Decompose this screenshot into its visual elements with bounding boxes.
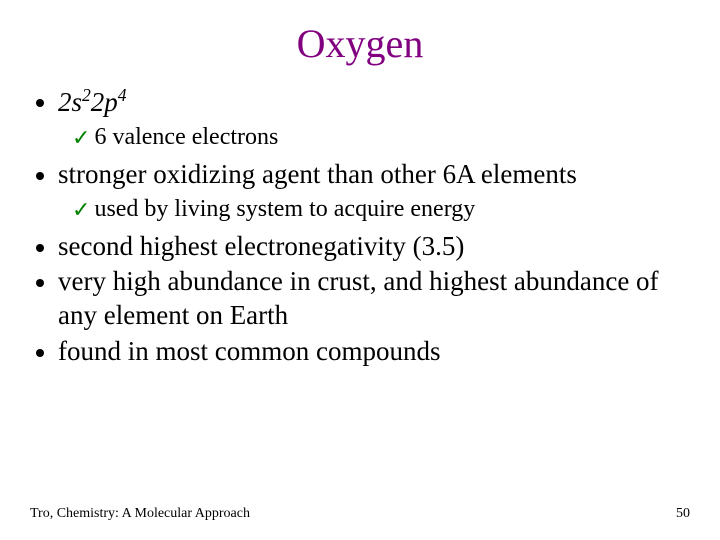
sub-list-item: ✓ 6 valence electrons — [72, 122, 690, 152]
sub-text: used by living system to acquire energy — [94, 194, 475, 224]
sub-list-item: ✓ used by living system to acquire energ… — [72, 194, 690, 224]
list-item: 2s22p4 — [30, 85, 690, 120]
list-item: stronger oxidizing agent than other 6A e… — [30, 158, 690, 192]
footer-source: Tro, Chemistry: A Molecular Approach — [30, 506, 250, 522]
check-icon: ✓ — [72, 125, 90, 151]
bullet-icon — [36, 244, 44, 252]
bullet-icon — [36, 99, 44, 107]
list-item: very high abundance in crust, and highes… — [30, 265, 690, 333]
check-icon: ✓ — [72, 197, 90, 223]
bullet-text: very high abundance in crust, and highes… — [58, 265, 690, 333]
slide: Oxygen 2s22p4 ✓ 6 valence electrons stro… — [0, 0, 720, 540]
bullet-text: found in most common compounds — [58, 335, 690, 369]
sub-text: 6 valence electrons — [94, 122, 278, 152]
bullet-icon — [36, 349, 44, 357]
bullet-text: second highest electronegativity (3.5) — [58, 230, 690, 264]
bullet-text: 2s22p4 — [58, 85, 690, 120]
list-item: found in most common compounds — [30, 335, 690, 369]
page-number: 50 — [676, 506, 690, 522]
bullet-icon — [36, 172, 44, 180]
bullet-text: stronger oxidizing agent than other 6A e… — [58, 158, 690, 192]
content-area: 2s22p4 ✓ 6 valence electrons stronger ox… — [30, 85, 690, 369]
footer: Tro, Chemistry: A Molecular Approach 50 — [30, 506, 690, 522]
list-item: second highest electronegativity (3.5) — [30, 230, 690, 264]
page-title: Oxygen — [30, 20, 690, 67]
bullet-icon — [36, 279, 44, 287]
